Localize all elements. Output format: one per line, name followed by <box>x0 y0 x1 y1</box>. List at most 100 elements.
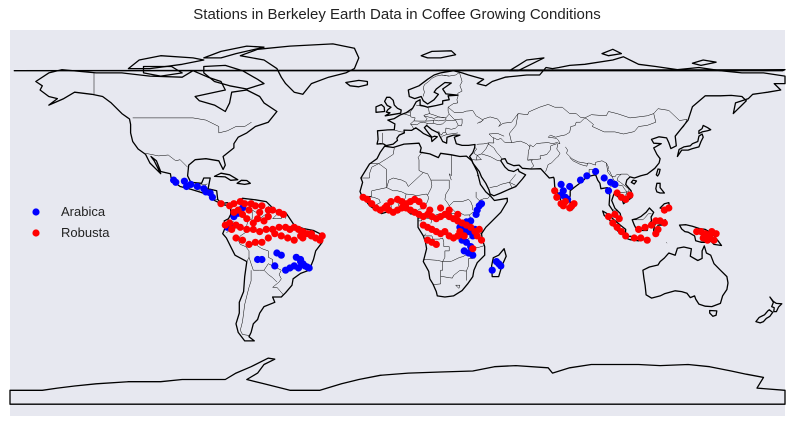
legend: Arabica Robusta <box>32 204 110 240</box>
station-point-arabica <box>187 180 195 188</box>
country-border <box>423 233 452 262</box>
station-point-robusta <box>710 236 718 244</box>
landmass-new-zealand-south <box>755 309 774 324</box>
country-border <box>263 270 278 283</box>
country-border <box>445 132 458 135</box>
station-point-arabica <box>460 247 468 255</box>
station-point-robusta <box>245 240 253 248</box>
landmass-severnaya <box>601 48 623 57</box>
country-border <box>493 137 495 144</box>
station-point-robusta <box>652 230 660 238</box>
station-point-arabica <box>254 255 262 264</box>
landmass-ireland <box>375 103 386 113</box>
country-border <box>666 242 668 244</box>
station-point-robusta <box>477 236 486 244</box>
country-border <box>432 119 462 127</box>
country-border <box>422 259 443 285</box>
station-point-robusta <box>238 236 247 244</box>
station-point-robusta <box>236 223 244 231</box>
landmass-taiwan <box>655 168 661 177</box>
station-point-robusta <box>234 206 242 214</box>
station-point-arabica <box>208 193 216 201</box>
country-border <box>487 143 503 160</box>
station-point-arabica <box>472 210 480 218</box>
station-point-robusta <box>454 210 462 218</box>
station-point-arabica <box>193 182 201 191</box>
legend-label-arabica: Arabica <box>61 204 106 219</box>
station-point-robusta <box>703 236 712 244</box>
station-point-robusta <box>299 234 307 242</box>
landmass-victoria-island <box>142 65 183 77</box>
country-border <box>404 111 411 114</box>
station-point-robusta <box>445 206 453 214</box>
station-point-robusta <box>641 223 649 231</box>
country-border <box>448 155 452 181</box>
station-point-robusta <box>269 206 277 214</box>
station-point-robusta <box>469 245 477 253</box>
landmass-north-america <box>35 69 278 207</box>
station-point-robusta <box>615 215 623 223</box>
landmass-luzon <box>655 182 666 194</box>
landmass-baffin <box>203 64 265 90</box>
station-point-arabica <box>488 266 496 274</box>
station-point-arabica <box>583 172 591 180</box>
station-point-robusta <box>262 225 270 233</box>
country-border <box>440 134 448 139</box>
country-border <box>441 72 460 77</box>
station-point-robusta <box>241 200 249 208</box>
country-border <box>237 231 250 262</box>
station-point-robusta <box>561 198 570 206</box>
country-border <box>455 284 461 289</box>
country-border <box>132 117 252 134</box>
landmass-new-zealand-north <box>769 296 783 313</box>
country-border <box>565 146 631 178</box>
landmass-greenland <box>239 43 360 95</box>
station-point-robusta <box>630 234 638 242</box>
landmass-ellesmere <box>203 45 265 59</box>
station-point-robusta <box>551 187 559 195</box>
country-border <box>545 143 561 172</box>
legend-marker-arabica <box>32 208 40 216</box>
landmass-hokkaido <box>698 124 712 135</box>
country-border <box>488 133 512 143</box>
station-point-arabica <box>172 178 180 186</box>
station-point-arabica <box>271 262 279 270</box>
country-border <box>417 151 424 173</box>
country-border <box>613 208 618 212</box>
country-border <box>447 95 459 108</box>
station-point-robusta <box>264 234 272 242</box>
station-point-robusta <box>318 232 326 240</box>
country-border <box>449 199 474 211</box>
station-point-robusta <box>570 200 578 208</box>
country-border <box>402 113 416 130</box>
country-border <box>475 191 491 201</box>
station-point-arabica <box>469 251 477 259</box>
country-border <box>633 213 652 221</box>
station-points <box>170 167 720 274</box>
station-point-robusta <box>290 236 298 244</box>
station-point-robusta <box>243 225 251 233</box>
country-border <box>413 104 430 122</box>
station-point-robusta <box>432 240 440 248</box>
landmass-antarctica <box>9 357 786 405</box>
station-point-robusta <box>708 228 716 236</box>
country-border <box>248 257 273 271</box>
country-border <box>437 125 459 136</box>
chart-title: Stations in Berkeley Earth Data in Coffe… <box>193 6 601 23</box>
country-border <box>509 113 585 148</box>
country-border <box>365 163 387 197</box>
station-point-robusta <box>271 230 279 238</box>
station-point-robusta <box>626 191 634 199</box>
station-point-arabica <box>604 187 613 195</box>
country-border <box>527 143 557 161</box>
station-point-robusta <box>249 219 257 227</box>
country-border <box>477 104 688 133</box>
station-point-robusta <box>398 198 406 206</box>
station-point-robusta <box>419 202 427 210</box>
station-point-robusta <box>660 219 669 227</box>
legend-label-robusta: Robusta <box>61 225 110 240</box>
country-border <box>606 162 616 194</box>
landmass-tasmania <box>709 309 718 317</box>
country-border <box>360 147 395 179</box>
